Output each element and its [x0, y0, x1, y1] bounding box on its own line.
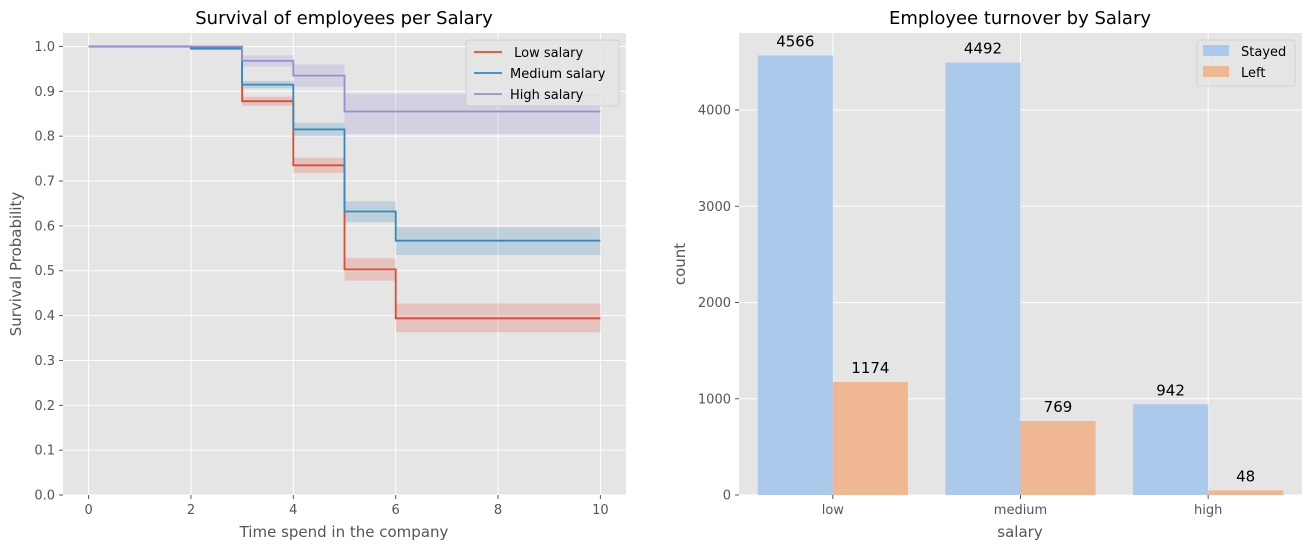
ci-band-low-salary [88, 46, 601, 333]
legend-swatch-stayed [1203, 45, 1229, 56]
survival-lines [88, 45, 601, 320]
legend-label-low-salary: Low salary [510, 46, 584, 61]
legend-label-stayed: Stayed [1241, 45, 1286, 60]
survival-y-tick-label: 0.3 [34, 354, 55, 369]
survival-y-tick-label: 1.0 [34, 40, 55, 55]
turnover-chart-title: Employee turnover by Salary [889, 8, 1151, 29]
turnover-x-ticks: low medium high [822, 495, 1222, 518]
turnover-y-tick-label: 3000 [698, 200, 731, 215]
survival-y-tick-label: 0.1 [34, 444, 55, 459]
survival-y-tick-label: 0.0 [34, 489, 55, 504]
survival-x-tick-label: 10 [592, 503, 609, 518]
survival-chart-title: Survival of employees per Salary [195, 8, 493, 29]
survival-y-axis-label: Survival Probability [7, 192, 25, 337]
survival-y-tick-label: 0.8 [34, 130, 55, 145]
survival-chart: 0 2 4 6 8 10 0.0 0.1 0.2 0.3 0.4 0.5 0.6 0.7 0.8 0.9 1.… [7, 8, 626, 541]
turnover-data-labels: 4566 4492 942 1174 769 48 [776, 33, 1255, 486]
survival-x-tick-label: 8 [494, 503, 502, 518]
bar-stayed-medium [945, 62, 1021, 495]
data-label-stayed-high: 942 [1156, 381, 1185, 399]
legend-label-medium-salary: Medium salary [510, 67, 606, 82]
turnover-y-tick-label: 4000 [698, 104, 731, 119]
survival-y-tick-label: 0.2 [34, 399, 55, 414]
turnover-y-ticks: 0 1000 2000 3000 4000 [698, 104, 739, 504]
survival-line-medium-salary [88, 45, 601, 242]
survival-x-tick-label: 0 [84, 503, 92, 518]
turnover-y-axis-label: count [671, 243, 689, 285]
survival-y-tick-label: 0.7 [34, 175, 55, 190]
survival-legend-box [465, 39, 620, 107]
turnover-x-tick-label: medium [994, 503, 1047, 518]
bar-left-high [1208, 490, 1284, 495]
turnover-chart: 4566 4492 942 1174 769 48 low medium high 0 1000… [671, 8, 1302, 541]
data-label-left-high: 48 [1236, 467, 1255, 485]
survival-legend: Low salary Medium salary High salary [465, 39, 620, 107]
legend-swatch-left [1203, 66, 1229, 77]
turnover-legend: Stayed Left [1196, 39, 1296, 87]
data-label-stayed-low: 4566 [776, 33, 814, 51]
turnover-x-tick-label: high [1194, 503, 1222, 518]
survival-x-tick-label: 6 [392, 503, 400, 518]
legend-label-left: Left [1241, 66, 1265, 81]
turnover-y-tick-label: 0 [723, 489, 731, 504]
survival-x-tick-label: 4 [289, 503, 297, 518]
bar-stayed-high [1133, 404, 1209, 495]
turnover-y-tick-label: 2000 [698, 296, 731, 311]
bar-left-low [832, 382, 908, 495]
turnover-y-tick-label: 1000 [698, 392, 731, 407]
survival-y-tick-label: 0.9 [34, 85, 55, 100]
turnover-x-tick-label: low [822, 503, 845, 518]
survival-x-axis-label: Time spend in the company [239, 523, 449, 541]
survival-y-tick-label: 0.6 [34, 219, 55, 234]
survival-x-ticks: 0 2 4 6 8 10 [84, 495, 609, 518]
legend-label-high-salary: High salary [510, 88, 584, 103]
data-label-left-low: 1174 [851, 359, 889, 377]
turnover-x-axis-label: salary [997, 523, 1043, 541]
survival-x-tick-label: 2 [187, 503, 195, 518]
survival-y-tick-label: 0.4 [34, 309, 55, 324]
survival-y-tick-label: 0.5 [34, 264, 55, 279]
bar-stayed-low [757, 55, 833, 495]
bar-left-medium [1020, 421, 1096, 495]
survival-y-ticks: 0.0 0.1 0.2 0.3 0.4 0.5 0.6 0.7 0.8 0.9 1.0 [34, 40, 63, 504]
survival-line-high-salary [88, 45, 601, 113]
data-label-stayed-medium: 4492 [964, 40, 1002, 58]
data-label-left-medium: 769 [1044, 398, 1073, 416]
turnover-bars [757, 55, 1284, 495]
